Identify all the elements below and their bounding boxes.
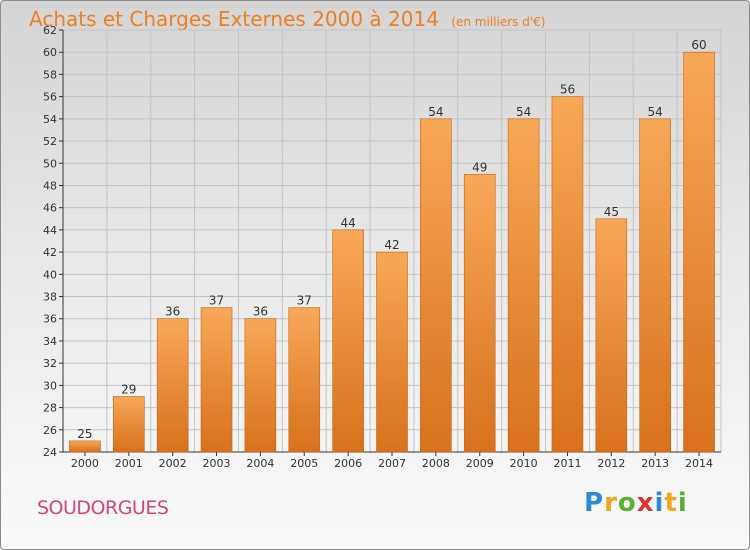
- value-label: 49: [472, 160, 487, 174]
- value-label: 37: [209, 294, 224, 308]
- value-label: 54: [516, 105, 531, 119]
- x-tick-label: 2006: [334, 457, 362, 470]
- x-tick-label: 2000: [71, 457, 99, 470]
- y-tick-label: 54: [43, 113, 57, 126]
- y-tick-label: 40: [43, 268, 57, 281]
- x-tick-label: 2010: [510, 457, 538, 470]
- x-tick-label: 2005: [290, 457, 318, 470]
- bar-2007: [376, 251, 408, 453]
- y-tick-label: 38: [43, 291, 57, 304]
- bar-2003: [200, 307, 233, 453]
- bar-2012: [595, 218, 628, 453]
- y-tick-label: 34: [43, 335, 57, 348]
- bars: [69, 51, 715, 453]
- value-label: 36: [253, 305, 268, 319]
- x-tick-label: 2004: [246, 457, 274, 470]
- y-tick-label: 28: [43, 402, 57, 415]
- value-label: 29: [121, 382, 136, 396]
- y-tick-label: 52: [43, 135, 57, 148]
- value-label: 56: [560, 83, 575, 97]
- value-label: 25: [77, 427, 92, 441]
- bar-2009: [463, 174, 496, 453]
- value-label: 60: [691, 38, 706, 52]
- chart-title: Achats et Charges Externes 2000 à 2014 (…: [29, 7, 545, 31]
- location-label: SOUDORGUES: [37, 497, 169, 519]
- x-tick-label: 2009: [466, 457, 494, 470]
- x-tick-label: 2001: [115, 457, 143, 470]
- x-tick-label: 2014: [685, 457, 713, 470]
- value-label: 36: [165, 305, 180, 319]
- y-tick-label: 26: [43, 424, 57, 437]
- bar-2014: [683, 51, 715, 453]
- bar-2006: [332, 229, 364, 453]
- value-label: 42: [384, 238, 399, 252]
- y-tick-label: 44: [43, 224, 57, 237]
- bar-2011: [551, 96, 584, 453]
- bar-2000: [69, 440, 101, 453]
- bar-2013: [639, 118, 672, 453]
- x-tick-label: 2003: [203, 457, 231, 470]
- y-tick-label: 60: [43, 46, 57, 59]
- y-tick-label: 36: [43, 313, 57, 326]
- bar-2001: [113, 396, 145, 453]
- y-tick-label: 50: [43, 157, 57, 170]
- x-tick-label: 2012: [597, 457, 625, 470]
- y-tick-label: 56: [43, 91, 57, 104]
- y-tick-label: 48: [43, 179, 57, 192]
- bar-2002: [156, 318, 189, 453]
- chart-title-text: Achats et Charges Externes 2000 à 2014: [29, 7, 439, 31]
- y-tick-label: 32: [43, 357, 57, 370]
- y-tick-label: 42: [43, 246, 57, 259]
- proxiti-logo: Proxiti: [584, 488, 688, 518]
- bar-2005: [288, 307, 321, 453]
- chart-unit: (en milliers d'€): [451, 15, 546, 29]
- x-tick-label: 2007: [378, 457, 406, 470]
- y-tick-label: 30: [43, 379, 57, 392]
- value-label: 45: [604, 205, 619, 219]
- y-tick-label: 46: [43, 202, 57, 215]
- y-tick-label: 58: [43, 68, 57, 81]
- bar-2004: [244, 318, 277, 453]
- value-label: 44: [340, 216, 355, 230]
- bar-2010: [507, 118, 540, 453]
- bar-2008: [420, 118, 452, 453]
- y-tick-label: 62: [43, 24, 57, 37]
- x-tick-label: 2013: [641, 457, 669, 470]
- value-label: 54: [428, 105, 443, 119]
- value-label: 54: [648, 105, 663, 119]
- labels: 24 26 28 30 32 34 36 38 40 42 44 46 48 50 52 54 56 58 60 62…: [43, 24, 713, 470]
- x-tick-label: 2008: [422, 457, 450, 470]
- x-tick-label: 2002: [159, 457, 187, 470]
- x-tick-label: 2011: [553, 457, 581, 470]
- y-tick-label: 24: [43, 446, 57, 459]
- value-label: 37: [297, 294, 312, 308]
